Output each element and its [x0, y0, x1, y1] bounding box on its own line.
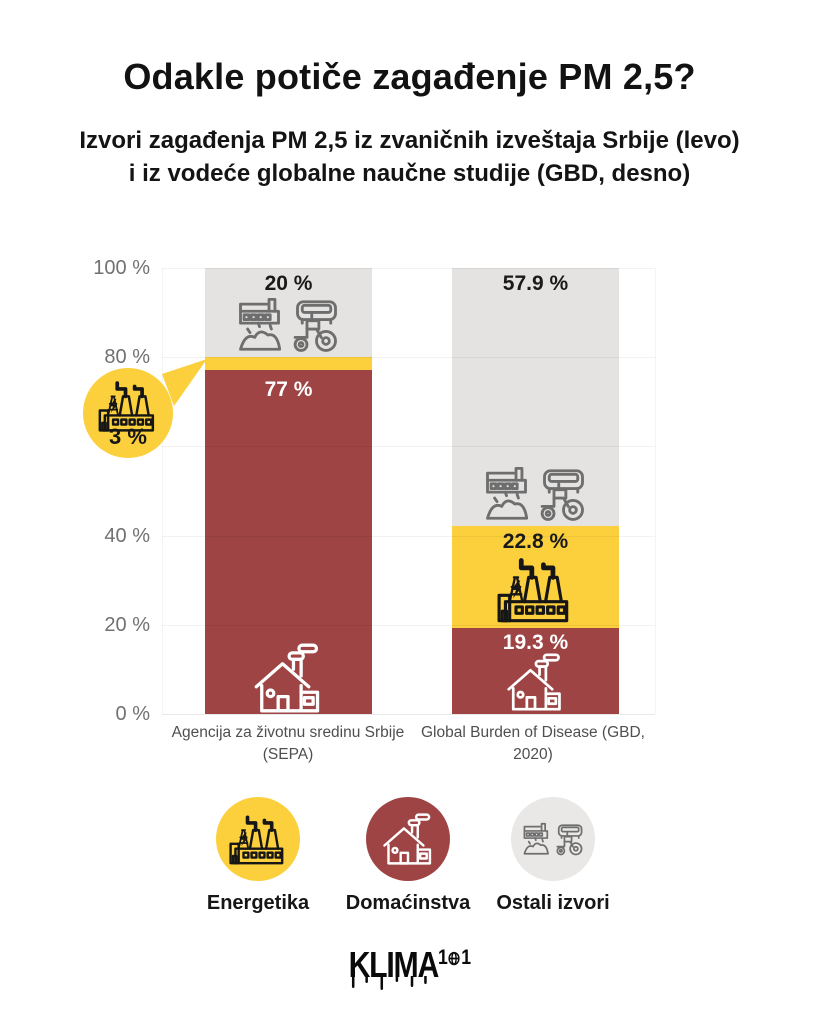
other-sources-icons — [238, 297, 338, 354]
sepa-energetika-value-label: 3 % — [109, 424, 147, 449]
x-axis-line — [162, 714, 655, 715]
plot-right-edge — [655, 268, 656, 714]
y-tick-20: 20 % — [104, 614, 150, 636]
footer: KLIMA 1 1 — [0, 944, 819, 990]
gridline-80 — [162, 357, 655, 358]
gbd-category-label: Global Burden of Disease (GBD, 2020) — [421, 724, 645, 763]
logo-text: KLIMA — [348, 944, 440, 985]
sepa-category-label: Agencija za životnu sredinu Srbije (SEPA… — [171, 724, 405, 763]
legend-item-domacinstva: Domaćinstva — [333, 797, 483, 915]
y-tick-40: 40 % — [104, 525, 150, 547]
logo-drip — [410, 976, 414, 987]
house-icon — [253, 643, 323, 713]
logo-drip — [380, 976, 384, 990]
gridline-100 — [162, 268, 655, 269]
legend-label-ostali-izvori: Ostali izvori — [496, 892, 610, 914]
legend-item-ostali-izvori: Ostali izvori — [478, 797, 628, 915]
logo-drip — [424, 976, 427, 984]
subtitle-line-2: i iz vodeće globalne naučne studije (GBD… — [128, 160, 691, 187]
page-title: Odakle potiče zagađenje PM 2,5? — [123, 56, 696, 97]
sepa-bar-segment-ostali-izvori — [205, 268, 372, 357]
gbd-bar-segment-ostali-izvori — [452, 268, 619, 526]
callout-tail — [162, 359, 207, 406]
gridline-40 — [162, 536, 655, 537]
sepa-domacinstva-value-label: 77 % — [264, 378, 313, 401]
logo-drip — [365, 976, 368, 983]
logo-drip — [352, 976, 355, 988]
gbd-ostali-value-label: 57.9 % — [502, 272, 569, 295]
globe-icon — [448, 951, 461, 966]
legend-label-domacinstva: Domaćinstva — [345, 892, 471, 914]
plot-left-edge — [162, 268, 163, 714]
house-icon — [506, 653, 564, 711]
other-sources-icons — [485, 466, 585, 523]
klima101-logo: KLIMA 1 1 — [348, 944, 471, 990]
legend-swatch-energetika — [216, 797, 300, 881]
sepa-ostali-value-label: 20 % — [264, 272, 313, 295]
logo-drip — [395, 976, 399, 982]
gbd-energetika-value-label: 22.8 % — [502, 530, 569, 553]
gridline-20 — [162, 625, 655, 626]
gridline-60 — [162, 446, 655, 447]
house-icon — [382, 813, 434, 865]
legend-swatch-ostali-izvori — [511, 797, 595, 881]
legend-label-energetika: Energetika — [206, 892, 310, 914]
legend-item-energetika: Energetika — [183, 797, 333, 915]
page-subtitle: Izvori zagađenja PM 2,5 iz zvaničnih izv… — [0, 124, 819, 190]
gbd-domacinstva-value-label: 19.3 % — [502, 631, 569, 654]
callout-bubble — [83, 368, 173, 458]
y-tick-0: 0 % — [115, 703, 150, 725]
y-tick-80: 80 % — [104, 346, 150, 368]
other-sources-icons — [523, 818, 583, 861]
power-plant-icon — [497, 555, 573, 623]
sepa-bar-segment-energetika — [205, 357, 372, 370]
legend-swatch-domacinstva — [366, 797, 450, 881]
y-tick-100: 100 % — [93, 257, 150, 279]
subtitle-line-1: Izvori zagađenja PM 2,5 iz zvaničnih izv… — [79, 127, 740, 154]
power-plant-icon — [229, 813, 287, 865]
